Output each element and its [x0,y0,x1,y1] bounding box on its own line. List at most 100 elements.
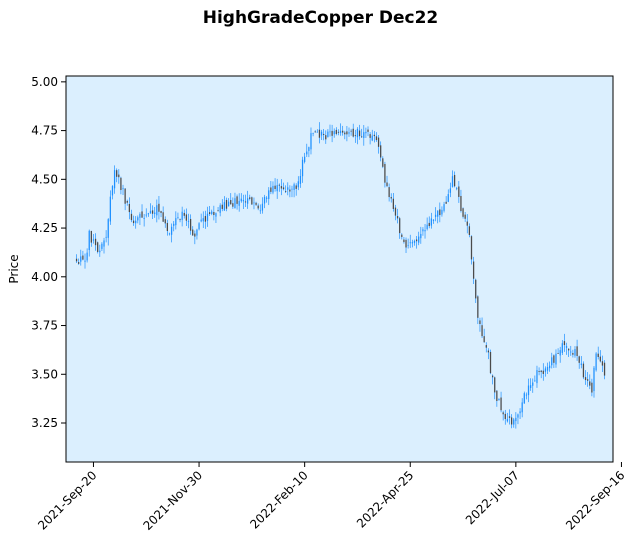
candle-body [443,204,445,211]
candle [517,413,519,425]
candle-body [185,214,188,221]
candle [227,198,230,207]
candle-body [460,195,462,211]
candle [407,238,409,249]
candle [405,237,407,254]
candle-body [242,199,245,202]
candle-body [599,356,601,362]
candle [84,253,86,269]
candle-body [354,135,356,137]
candle [472,256,475,285]
candle-body [246,198,249,204]
candle [101,242,103,252]
candle-body [113,170,116,189]
candle-body [456,188,458,189]
candle [122,184,124,195]
candle-body [496,390,498,401]
candle [513,417,515,428]
candle-body [342,130,344,133]
candle [485,342,487,353]
candle [223,196,226,211]
candle-body [418,236,420,243]
candle [177,212,179,220]
candle [515,412,517,429]
candle-body [439,209,441,216]
candle [504,409,506,425]
candle-body [240,198,242,202]
candle [388,183,390,202]
candle [135,216,137,229]
candle [253,197,255,210]
candle [198,222,200,231]
candle-body [304,156,306,162]
candle [255,201,257,206]
candle [99,244,101,257]
candle-body [432,219,435,221]
candle-body [97,242,99,252]
candle-body [356,128,359,138]
candle-body [84,260,86,262]
candle [390,193,392,203]
candle-body [470,236,473,260]
candle [327,129,329,138]
candle-body [352,128,354,137]
candle [356,127,359,145]
candle-body [177,217,179,218]
candle [78,258,80,265]
candle [295,183,297,196]
candle [179,218,181,223]
candle-body [82,255,84,260]
candle [489,349,492,375]
candle-body [424,230,426,232]
candle-body [565,346,568,348]
candle-body [462,208,464,217]
y-tick-label: 3.75 [31,319,58,333]
candle [323,129,325,141]
candle-body [308,147,310,151]
candle [337,129,340,136]
candle [75,254,78,264]
candle [582,361,585,380]
candle-body [449,188,452,193]
candle [335,127,337,136]
candle [468,223,471,238]
candle-body [386,182,388,187]
candle [160,210,162,218]
candle-body [525,394,528,396]
candle [130,209,133,223]
candle-body [219,205,221,213]
candle-body [494,377,496,393]
candle-body [437,210,439,217]
candle [477,295,479,325]
candle-body [225,200,228,209]
plot-area [66,76,613,462]
candle-body [549,365,551,369]
candle [441,206,443,217]
candle [211,209,213,216]
candle [151,205,154,219]
candle [363,125,365,146]
candle-body [107,219,109,238]
candle [126,199,128,206]
candle-body [236,196,238,204]
candle [278,183,280,192]
candle [494,376,496,400]
candle-body [192,229,194,236]
candle-body [221,204,223,209]
candle [128,197,130,220]
candle [116,168,118,183]
candle [396,208,399,224]
candle-body [263,196,266,204]
candle-body [603,362,606,376]
candle-body [375,136,378,141]
candle [147,212,150,217]
candle-body [255,202,257,205]
candle-body [384,163,386,183]
candle [498,398,500,401]
candle [196,228,198,240]
candle [333,128,335,138]
candle-body [428,222,430,227]
candle-body [534,380,536,382]
candle-body [213,211,215,216]
candle-body [158,203,160,212]
